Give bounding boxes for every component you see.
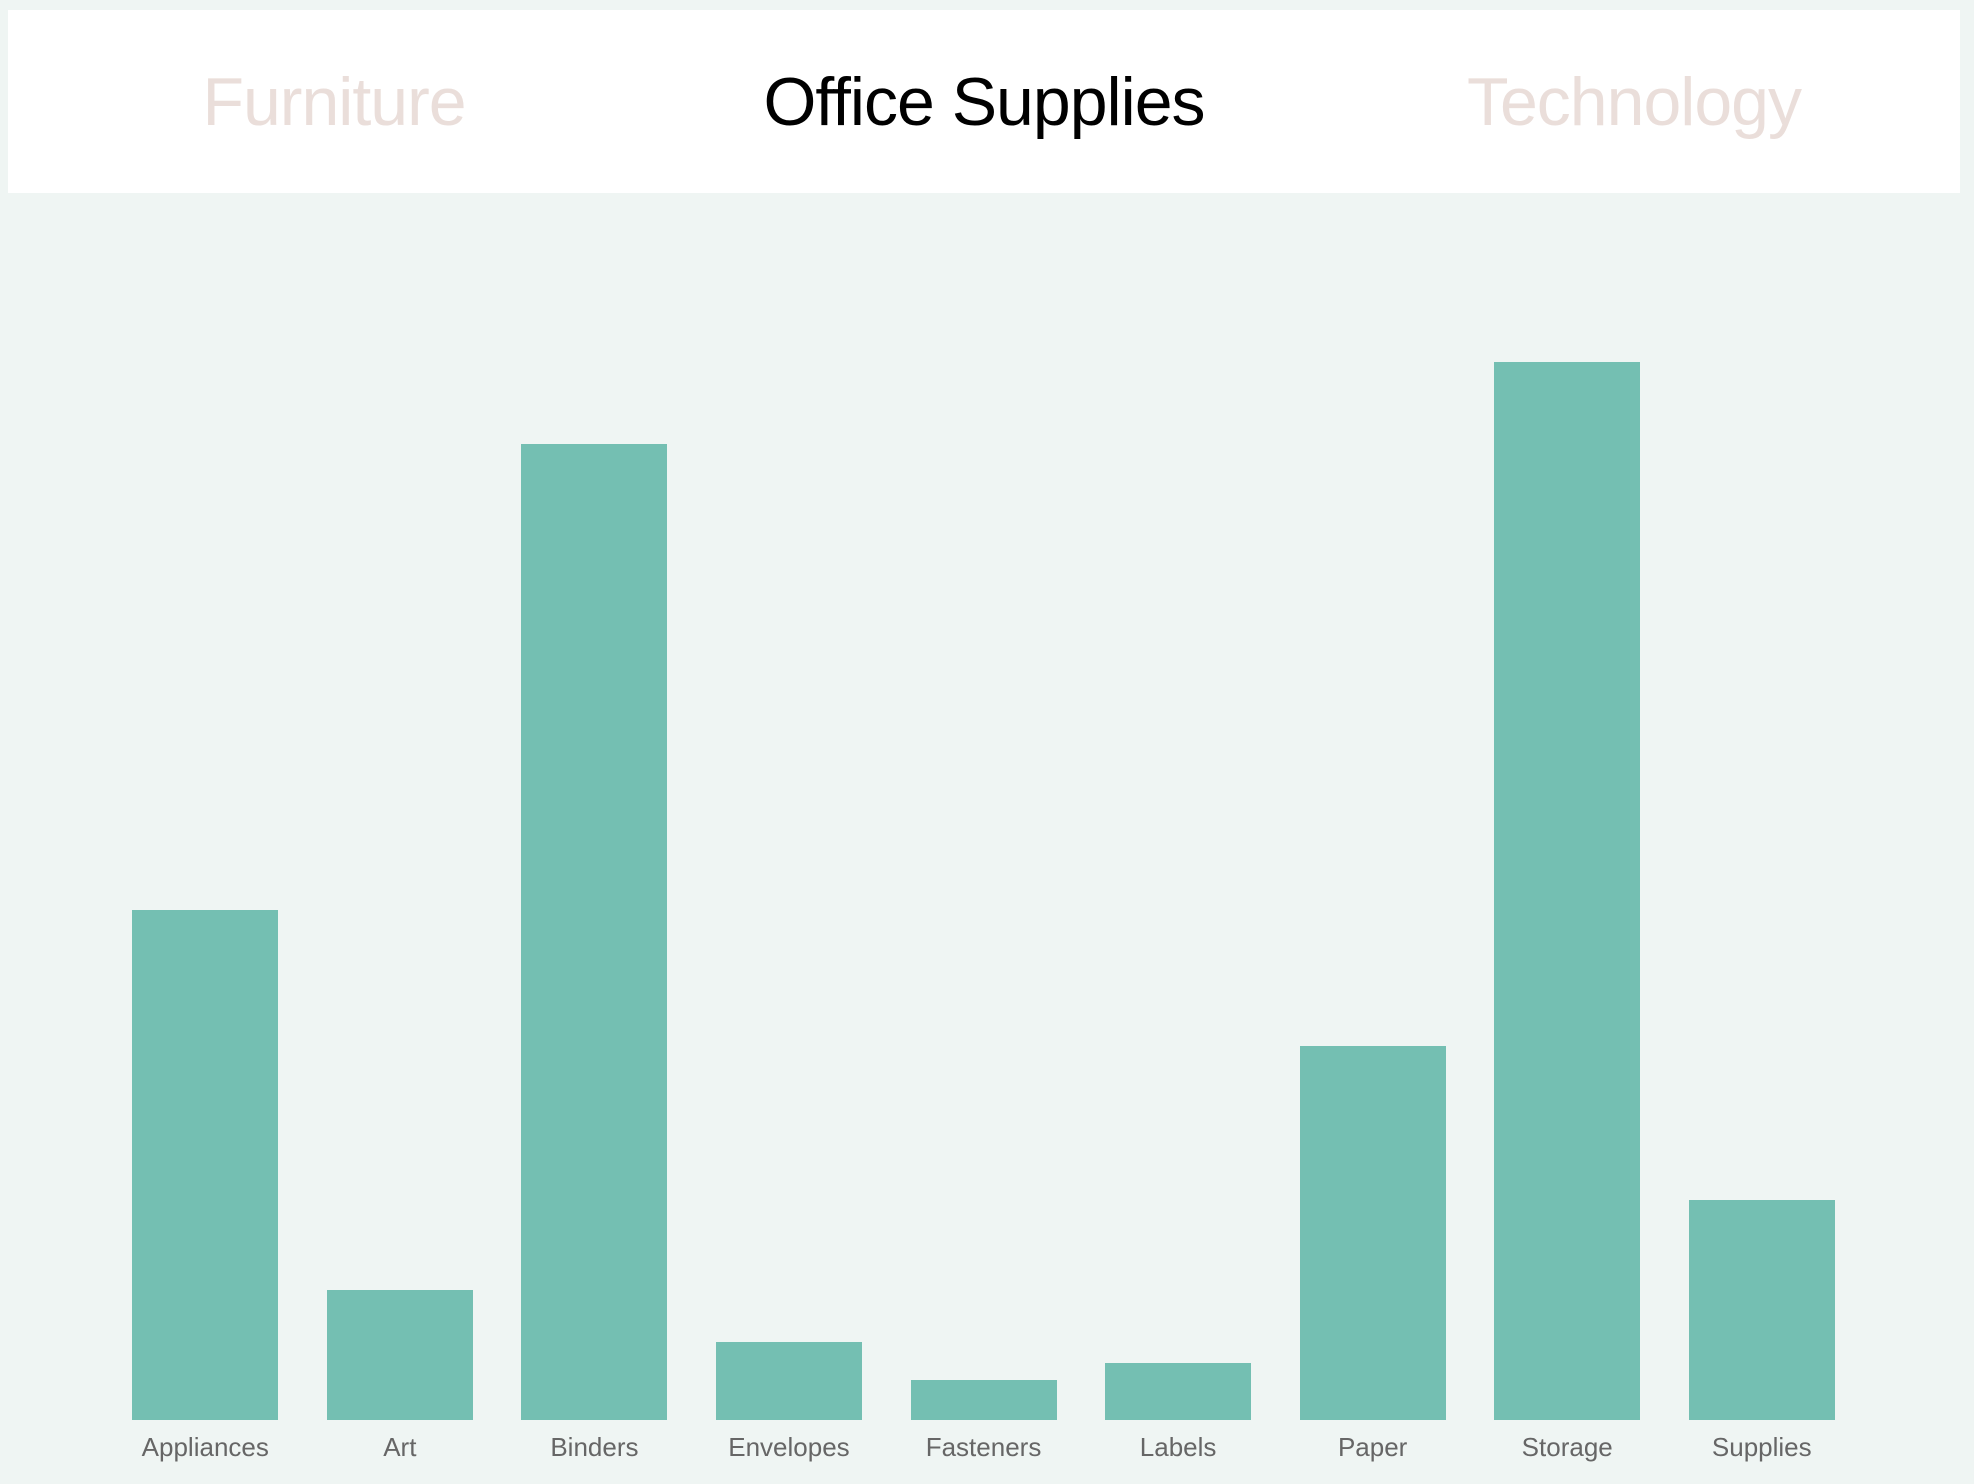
bar-supplies[interactable]: [1688, 1200, 1835, 1420]
bar-envelopes[interactable]: [715, 1342, 862, 1420]
bar-fasteners[interactable]: [910, 1380, 1057, 1420]
category-label-storage: Storage: [1521, 1432, 1613, 1462]
bar-appliances[interactable]: [132, 910, 279, 1420]
bar-group-envelopes: Envelopes: [692, 193, 887, 1466]
bar-group-fasteners: Fasteners: [886, 193, 1081, 1466]
category-label-labels: Labels: [1139, 1432, 1217, 1462]
tab-technology[interactable]: Technology: [1466, 63, 1802, 140]
bar-labels[interactable]: [1105, 1363, 1252, 1420]
category-label-art: Art: [383, 1432, 417, 1462]
bar-group-appliances: Appliances: [108, 193, 303, 1466]
bar-paper[interactable]: [1299, 1046, 1446, 1420]
bar-group-supplies: Supplies: [1665, 193, 1860, 1466]
bar-binders[interactable]: [521, 444, 668, 1420]
category-label-paper: Paper: [1337, 1432, 1408, 1462]
bar-chart: Appliances Art Binders Envelopes Fastene…: [108, 193, 1859, 1466]
category-label-supplies: Supplies: [1711, 1432, 1812, 1462]
bar-group-binders: Binders: [497, 193, 692, 1466]
bar-group-paper: Paper: [1275, 193, 1470, 1466]
tab-slot-furniture: Furniture: [9, 63, 659, 141]
bar-art[interactable]: [326, 1290, 473, 1420]
category-label-appliances: Appliances: [141, 1432, 269, 1462]
bar-group-storage: Storage: [1470, 193, 1665, 1466]
story-point-navigator: Furniture Office Supplies Technology: [8, 10, 1960, 193]
tab-slot-technology: Technology: [1309, 63, 1959, 141]
category-label-binders: Binders: [550, 1432, 639, 1462]
tab-furniture[interactable]: Furniture: [202, 63, 466, 140]
tab-office-supplies[interactable]: Office Supplies: [763, 63, 1205, 140]
bar-storage[interactable]: [1494, 362, 1641, 1420]
tab-slot-office-supplies: Office Supplies: [659, 63, 1309, 141]
bar-group-art: Art: [303, 193, 498, 1466]
category-label-fasteners: Fasteners: [925, 1432, 1042, 1462]
category-label-envelopes: Envelopes: [728, 1432, 850, 1462]
bar-group-labels: Labels: [1081, 193, 1276, 1466]
